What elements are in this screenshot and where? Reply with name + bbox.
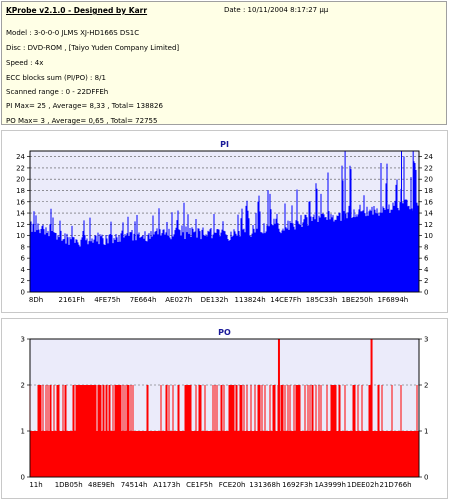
x-tick-label: 1DB05h [55,481,83,489]
y-tick-label-left: 22 [16,164,25,172]
scan-date: Date : 10/11/2004 8:17:27 μμ [224,6,329,14]
plot-frame [29,150,420,293]
x-tick-label: 74514h [121,481,148,489]
x-tick-label: 11h [29,481,42,489]
app-title: KProbe v2.1.0 - Designed by Karr [6,6,148,15]
y-tick-label-left: 12 [16,221,25,229]
y-tick-label-right: 24 [424,153,433,161]
disc-info: Disc : DVD-ROM , [Taiyo Yuden Company Li… [6,44,180,52]
chart-title: PI [220,140,229,149]
po-statistics: PO Max= 3 , Average= 0,65 , Total= 72755 [6,117,158,125]
chart-title: PO [218,328,231,337]
y-tick-label-right: 12 [424,221,433,229]
y-tick-label-right: 10 [424,232,433,240]
y-tick-label-right: 22 [424,164,433,172]
x-tick-label: 1F6894h [378,296,409,304]
y-tick-label-right: 16 [424,198,433,206]
x-tick-label: 131368h [249,481,280,489]
y-tick-label-left: 14 [16,210,25,218]
po-baseline-fill [30,431,419,477]
y-tick-label-left: 8 [21,243,25,251]
y-tick-label-left: 1 [21,428,25,436]
po-chart: PO 0 0 1 1 2 2 3 3 11h 1DB05h 48E9Eh 74514h A1173h CE1… [21,328,429,489]
y-tick-label-right: 20 [424,176,433,184]
y-tick-label-right: 2 [424,277,428,285]
y-tick-label-right: 4 [424,266,429,274]
y-tick-label-left: 20 [16,176,25,184]
pi-statistics: PI Max= 25 , Average= 8,33 , Total= 1388… [6,102,163,110]
x-tick-label: DE132h [201,296,229,304]
x-tick-label: 7E664h [130,296,157,304]
y-tick-label-right: 0 [424,289,428,297]
x-tick-label: FCE20h [219,481,246,489]
y-tick-label-right: 14 [424,210,433,218]
scanned-range: Scanned range : 0 - 22DFFEh [6,88,109,96]
x-tick-label: 1692F3h [282,481,313,489]
y-tick-label-right: 6 [424,255,429,263]
x-tick-label: 1A3999h [314,481,346,489]
x-tick-label: 1BE250h [341,296,372,304]
y-tick-label-left: 24 [16,153,25,161]
y-tick-label-right: 8 [424,243,428,251]
y-tick-label-right: 1 [424,428,428,436]
scan-speed: Speed : 4x [6,59,44,67]
y-tick-label-left: 4 [21,266,26,274]
x-tick-label: 113824h [235,296,266,304]
ecc-blocks: ECC blocks sum (PI/PO) : 8/1 [6,74,106,82]
x-tick-label: AE027h [165,296,192,304]
x-tick-label: CE1F5h [186,481,213,489]
po-spike [277,339,280,431]
x-tick-label: 2161Fh [59,296,85,304]
info-panel: KProbe v2.1.0 - Designed by Karr Date : … [1,1,447,125]
y-tick-label-left: 0 [21,289,25,297]
y-tick-label-left: 16 [16,198,25,206]
x-tick-label: 1DEE02h [347,481,379,489]
y-tick-label-right: 18 [424,187,433,195]
y-tick-label-right: 0 [424,474,428,482]
x-tick-label: 8Dh [29,296,43,304]
y-tick-label-left: 18 [16,187,25,195]
y-tick-label-left: 2 [21,277,25,285]
drive-model: Model : 3-0-0-0 JLMS XJ-HD166S DS1C [6,29,140,37]
x-tick-label: 14CE7Fh [270,296,301,304]
po-bar-series [29,339,419,477]
x-tick-label: 185C33h [306,296,338,304]
y-tick-label-right: 3 [424,336,428,344]
y-tick-label-left: 2 [21,382,25,390]
x-tick-label: 48E9Eh [88,481,115,489]
x-tick-label: 21D766h [380,481,412,489]
y-tick-label-right: 2 [424,382,428,390]
y-tick-label-left: 10 [16,232,25,240]
x-tick-label: 4FE75h [94,296,120,304]
po-spike [370,339,373,431]
x-tick-label: A1173h [153,481,180,489]
plot-frame [29,338,420,478]
y-tick-label-left: 0 [21,474,25,482]
y-tick-label-left: 6 [21,255,26,263]
pi-chart-panel: PI 0 0 2 2 4 4 6 6 8 8 10 10 12 12 14 14 16 16 18 18 20 20 22 22… [1,130,448,313]
y-tick-label-left: 3 [21,336,25,344]
po-chart-panel: PO 0 0 1 1 2 2 3 3 11h 1DB05h 48E9Eh 74514h A1173h CE1… [1,318,448,499]
